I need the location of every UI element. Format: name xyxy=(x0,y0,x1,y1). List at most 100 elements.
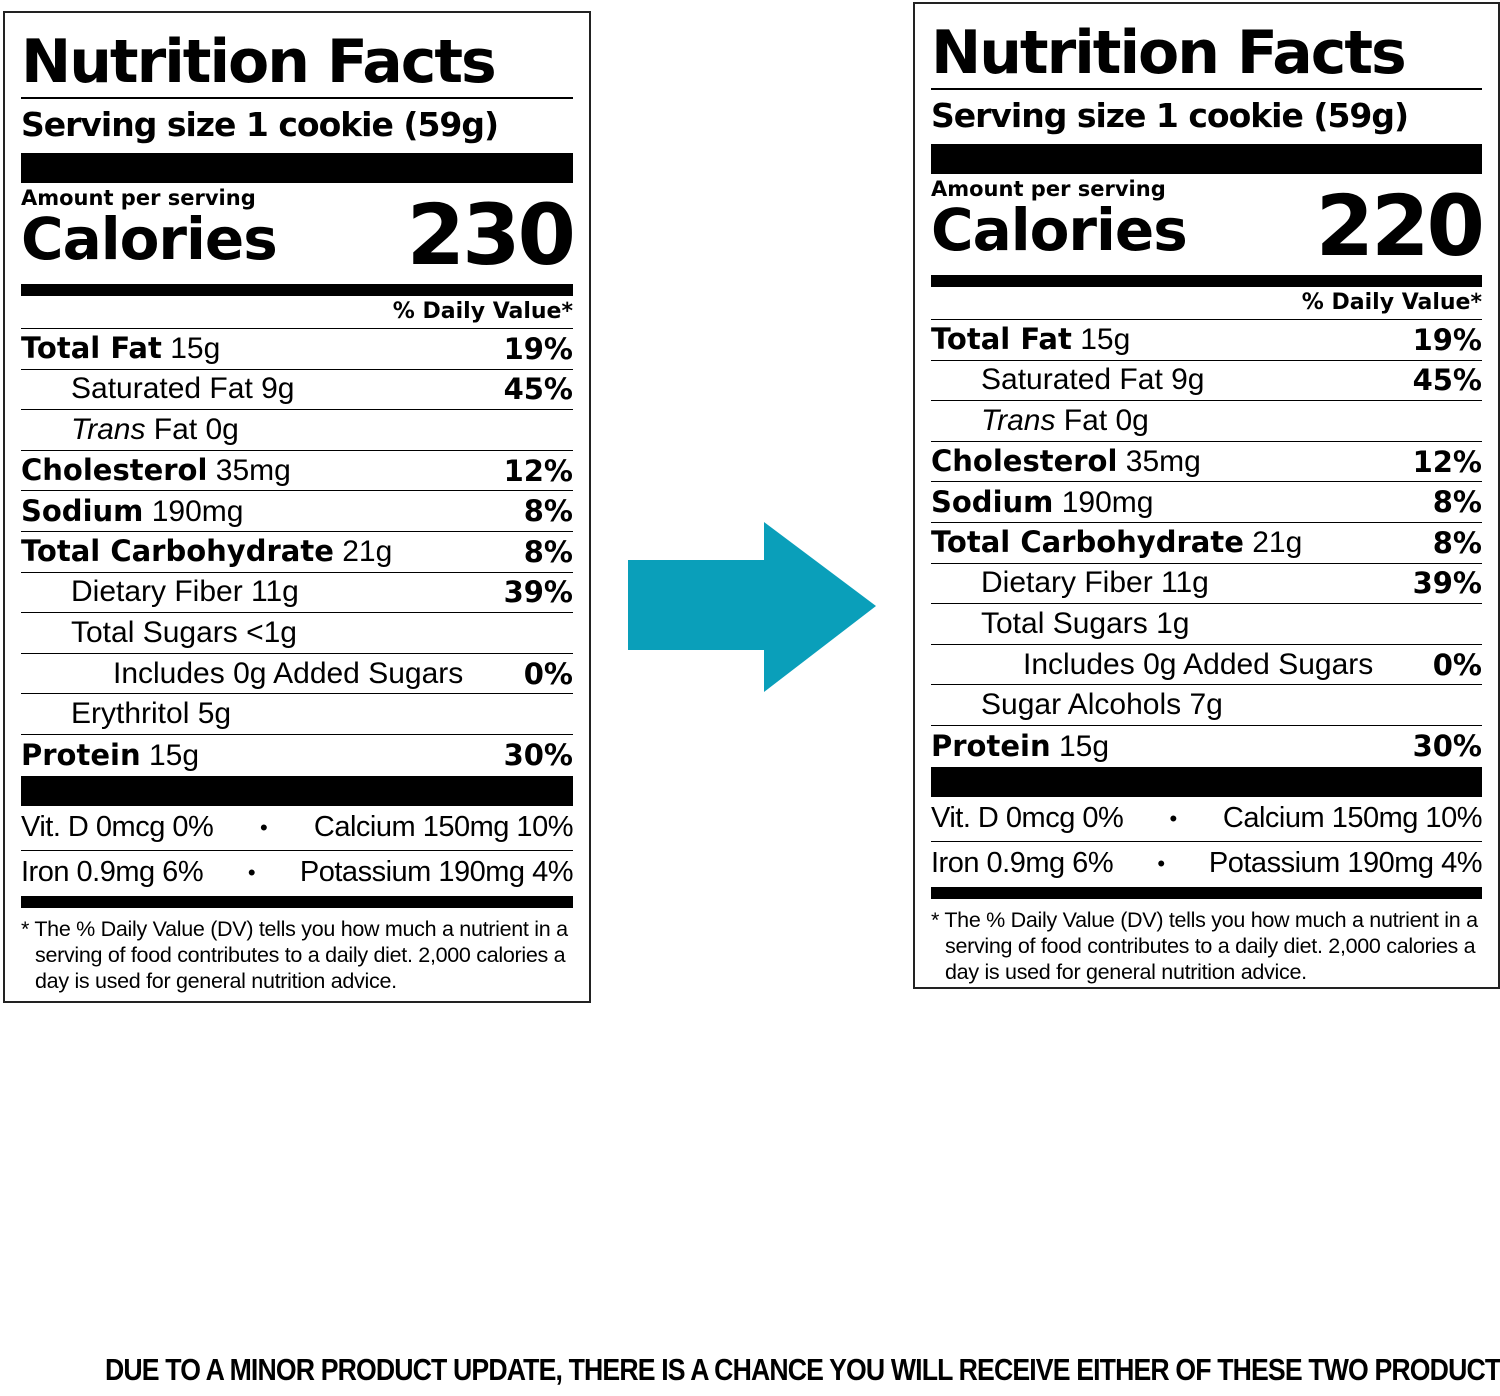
nutrition-label-new: Nutrition Facts Serving size 1 cookie (5… xyxy=(913,2,1500,989)
nutrient-name: Saturated Fat 9g xyxy=(981,363,1205,397)
nutrient-dv: 0% xyxy=(1432,647,1482,682)
nutrient-name: Sodium xyxy=(21,493,144,528)
nutrient-name: Includes 0g Added Sugars xyxy=(113,656,464,690)
nutrient-dv: 39% xyxy=(1412,566,1482,601)
nutrient-amount: 15g xyxy=(1050,729,1109,763)
right-arrow-icon xyxy=(628,522,876,692)
nutrient-name: Trans xyxy=(71,412,146,446)
nutrient-name: Total Carbohydrate xyxy=(21,534,334,569)
nutrient-dv: 30% xyxy=(503,738,573,773)
vitamin-row: Iron 0.9mg 6% • Potassium 190mg 4% xyxy=(931,842,1483,886)
nutrient-row-trans-fat: Trans Fat 0g xyxy=(931,401,1482,442)
serving-size: Serving size 1 cookie (59g) xyxy=(21,105,499,144)
calories-label: Calories xyxy=(931,196,1188,264)
amount-per-serving: Amount per serving xyxy=(21,186,256,210)
nutrient-row-cholesterol: Cholesterol 35mg 12% xyxy=(931,442,1482,483)
nutrient-amount: 15g xyxy=(161,332,221,366)
nutrient-row-saturated-fat: Saturated Fat 9g 45% xyxy=(21,370,573,411)
nutrient-dv: 19% xyxy=(503,331,573,366)
nutrient-dv: 39% xyxy=(503,575,573,610)
nutrient-dv: 45% xyxy=(503,372,573,407)
nutrient-name: Protein xyxy=(931,728,1051,763)
nutrient-amount: 35mg xyxy=(207,454,291,488)
label-title: Nutrition Facts xyxy=(21,27,573,99)
divider-thick xyxy=(931,766,1482,797)
bullet: • xyxy=(1169,805,1178,831)
nutrient-dv: 45% xyxy=(1412,363,1482,398)
nutrient-dv: 12% xyxy=(1412,444,1482,479)
nutrient-name: Trans xyxy=(981,403,1056,437)
serving-size: Serving size 1 cookie (59g) xyxy=(931,96,1409,135)
bullet: • xyxy=(260,814,268,840)
calories-label: Calories xyxy=(21,205,278,273)
nutrient-row-saturated-fat: Saturated Fat 9g 45% xyxy=(931,361,1482,402)
divider-thick xyxy=(21,775,573,806)
nutrient-row-trans-fat: Trans Fat 0g xyxy=(21,410,573,451)
nutrient-amount: 190mg xyxy=(143,494,244,528)
nutrient-row-total-carbohydrate: Total Carbohydrate 21g 8% xyxy=(931,523,1482,564)
nutrient-name: Dietary Fiber 11g xyxy=(71,575,299,609)
nutrient-amount: 21g xyxy=(333,535,393,569)
nutrient-name: Total Sugars <1g xyxy=(71,615,297,649)
nutrient-row-dietary-fiber: Dietary Fiber 11g 39% xyxy=(21,573,573,614)
nutrient-row-total-fat: Total Fat 15g 19% xyxy=(931,320,1482,361)
footnote: * The % Daily Value (DV) tells you how m… xyxy=(931,907,1478,984)
nutrient-dv: 12% xyxy=(503,453,573,488)
potassium: Potassium 190mg 4% xyxy=(1208,847,1483,880)
nutrient-name: Protein xyxy=(21,737,141,772)
iron: Iron 0.9mg 6% xyxy=(21,856,204,889)
nutrient-row-erythritol: Erythritol 5g xyxy=(21,694,573,735)
vitamin-row: Vit. D 0mcg 0% • Calcium 150mg 10% xyxy=(21,806,573,851)
divider-thick xyxy=(21,153,573,183)
vitamin-row: Iron 0.9mg 6% • Potassium 190mg 4% xyxy=(21,851,574,895)
divider-medium xyxy=(21,284,573,296)
footnote: * The % Daily Value (DV) tells you how m… xyxy=(21,916,568,993)
nutrient-name: Cholesterol xyxy=(21,453,208,488)
nutrient-name: Total Fat xyxy=(21,331,162,366)
nutrient-dv: 8% xyxy=(523,494,573,529)
vitamin-d: Vit. D 0mcg 0% xyxy=(21,811,214,844)
divider-medium xyxy=(21,895,573,908)
nutrient-dv: 8% xyxy=(523,534,573,569)
nutrient-dv: 8% xyxy=(1432,485,1482,520)
vitamin-row: Vit. D 0mcg 0% • Calcium 150mg 10% xyxy=(931,797,1482,842)
nutrient-row-added-sugars: Includes 0g Added Sugars 0% xyxy=(931,645,1482,686)
calories-value: 220 xyxy=(1315,177,1485,275)
nutrition-label-old: Nutrition Facts Serving size 1 cookie (5… xyxy=(3,11,591,1003)
nutrient-row-total-sugars: Total Sugars 1g xyxy=(931,604,1482,645)
nutrient-dv: 19% xyxy=(1412,322,1482,357)
product-update-disclaimer: DUE TO A MINOR PRODUCT UPDATE, THERE IS … xyxy=(105,1352,1500,1387)
calories-value: 230 xyxy=(406,186,576,284)
nutrient-row-total-carbohydrate: Total Carbohydrate 21g 8% xyxy=(21,532,573,573)
nutrient-row-sodium: Sodium 190mg 8% xyxy=(931,482,1482,523)
nutrient-amount: Fat 0g xyxy=(1055,403,1149,437)
nutrient-name: Saturated Fat 9g xyxy=(71,372,295,406)
nutrient-name: Erythritol 5g xyxy=(71,697,232,731)
nutrient-name: Total Carbohydrate xyxy=(931,525,1244,560)
vitamin-d: Vit. D 0mcg 0% xyxy=(931,802,1124,835)
daily-value-header: % Daily Value* xyxy=(931,287,1482,320)
arrow-shape xyxy=(628,522,876,692)
nutrient-row-cholesterol: Cholesterol 35mg 12% xyxy=(21,451,573,492)
nutrient-name: Sodium xyxy=(931,484,1054,519)
calcium: Calcium 150mg 10% xyxy=(313,811,574,844)
nutrient-name: Dietary Fiber 11g xyxy=(981,566,1209,600)
nutrient-dv: 8% xyxy=(1432,525,1482,560)
nutrient-name: Total Sugars 1g xyxy=(981,606,1190,640)
nutrient-amount: 21g xyxy=(1243,526,1303,560)
nutrient-dv: 0% xyxy=(523,656,573,691)
nutrient-row-protein: Protein 15g 30% xyxy=(931,726,1482,767)
calories-row: Calories 230 xyxy=(21,193,576,277)
label-title: Nutrition Facts xyxy=(931,18,1482,90)
nutrient-row-total-fat: Total Fat 15g 19% xyxy=(21,329,573,370)
nutrient-row-protein: Protein 15g 30% xyxy=(21,735,573,776)
nutrient-amount: 35mg xyxy=(1117,445,1201,479)
nutrient-name: Cholesterol xyxy=(931,444,1118,479)
nutrient-amount: 15g xyxy=(1071,323,1131,357)
nutrient-row-sodium: Sodium 190mg 8% xyxy=(21,491,573,532)
divider-thick xyxy=(931,144,1482,174)
iron: Iron 0.9mg 6% xyxy=(931,847,1114,880)
nutrient-amount: 15g xyxy=(140,738,199,772)
divider-medium xyxy=(931,886,1482,899)
nutrient-amount: 190mg xyxy=(1053,485,1154,519)
